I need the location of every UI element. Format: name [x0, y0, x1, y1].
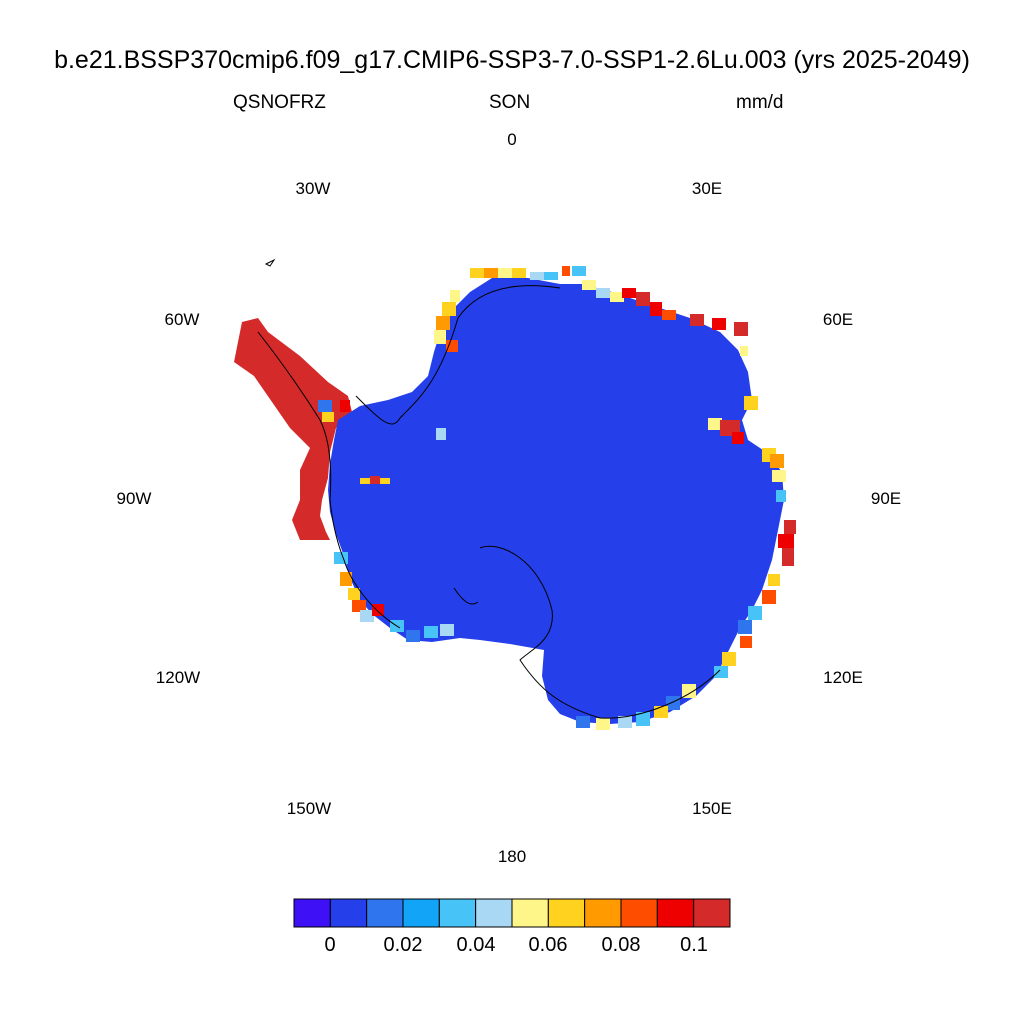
units-label: mm/d — [736, 92, 784, 113]
colorbar-swatch — [584, 898, 622, 928]
plot-title: b.e21.BSSP370cmip6.f09_g17.CMIP6-SSP3-7.… — [54, 46, 970, 74]
lon-label-0: 0 — [507, 130, 517, 149]
season-label: SON — [489, 92, 531, 113]
lon-label-30w: 30W — [295, 179, 331, 198]
colorbar-swatch — [620, 898, 658, 928]
colorbar-label-0-08: 0.08 — [601, 934, 641, 956]
colorbar-swatch — [438, 898, 477, 928]
colorbar-swatch — [693, 898, 731, 928]
peninsula-field — [234, 318, 352, 540]
colorbar-label-0-02: 0.02 — [383, 934, 423, 956]
colorbar-swatch — [402, 898, 440, 928]
colorbar-swatch — [511, 898, 549, 928]
colorbar-label-0-1: 0.1 — [680, 934, 708, 956]
colorbar-swatch — [329, 898, 368, 928]
coastline — [257, 258, 721, 719]
colorbar — [293, 898, 731, 928]
colorbar-label-0-06: 0.06 — [528, 934, 568, 956]
lon-label-120e: 120E — [823, 668, 863, 687]
lon-label-30e: 30E — [691, 179, 723, 198]
colorbar-swatch — [293, 898, 331, 928]
colorbar-swatch — [656, 898, 695, 928]
variable-name: QSNOFRZ — [233, 92, 326, 113]
lon-label-90e: 90E — [870, 489, 902, 508]
colorbar-label-0-04: 0.04 — [456, 934, 496, 956]
colorbar-swatch — [366, 898, 404, 928]
lon-label-180: 180 — [497, 847, 527, 866]
lon-label-60e: 60E — [822, 310, 854, 329]
colorbar-label-0: 0 — [324, 934, 336, 956]
lon-label-90w: 90W — [116, 489, 152, 508]
lon-label-60w: 60W — [164, 310, 200, 329]
colorbar-swatch — [475, 898, 513, 928]
lon-label-150w: 150W — [286, 799, 332, 818]
coastal-fringe — [318, 266, 796, 730]
colorbar-swatch — [547, 898, 586, 928]
ice-sheet-field — [328, 278, 784, 724]
lon-label-120w: 120W — [155, 668, 201, 687]
lon-label-150e: 150E — [692, 799, 732, 818]
